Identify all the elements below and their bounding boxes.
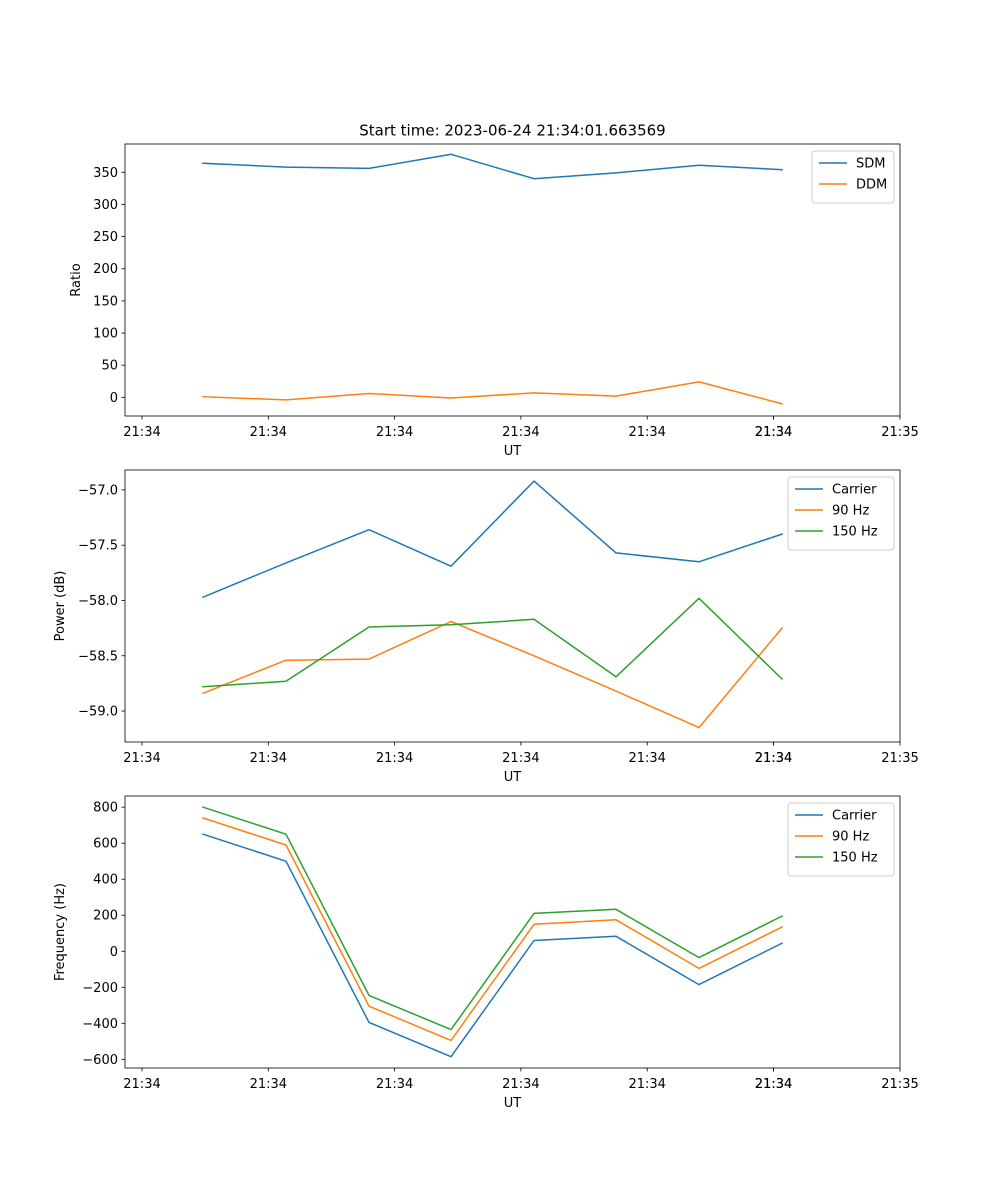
y-axis-label: Power (dB) — [53, 571, 68, 642]
y-axis-label: Frequency (Hz) — [53, 883, 68, 981]
y-tick-label: 150 — [93, 294, 118, 309]
x-tick-label: 21:34 — [502, 425, 539, 440]
x-tick-label: 21:34 — [755, 1077, 792, 1092]
x-tick-label: 21:34 — [250, 751, 287, 766]
subplot-frequency: 800 600 400 200 0 −200 −400 −600 21:34 21:34 21:34… — [53, 795, 919, 1111]
x-tick-label: 21:34 — [376, 425, 413, 440]
x-tick-label: 21:34 — [502, 1077, 539, 1092]
x-axis-label: UT — [504, 770, 522, 785]
series-line-carrier — [202, 480, 783, 599]
y-tick-label: −57.0 — [78, 483, 118, 498]
x-axis-label: UT — [504, 444, 522, 459]
axes-frame — [124, 469, 901, 743]
series-line-carrier — [202, 833, 784, 1058]
legend: Carrier 90 Hz 150 Hz — [787, 802, 895, 877]
series-line-150-hz — [202, 597, 784, 688]
y-tick-label: 200 — [93, 909, 118, 924]
legend-label: 90 Hz — [832, 830, 869, 845]
x-tick-label: 21:34 — [123, 425, 160, 440]
x-tick-label: 21:35 — [881, 425, 918, 440]
y-tick-label: −600 — [82, 1053, 118, 1068]
figure-title: Start time: 2023-06-24 21:34:01.663569 — [359, 122, 665, 140]
y-tick-label: 250 — [93, 230, 118, 245]
x-tick-label: 21:34 — [628, 425, 665, 440]
legend-label: 150 Hz — [832, 851, 878, 866]
y-tick-label: 0 — [110, 391, 118, 406]
legend-label: 150 Hz — [832, 525, 878, 540]
x-tick-label: 21:35 — [881, 751, 918, 766]
legend-label: Carrier — [832, 483, 877, 498]
x-tick-label: 21:34 — [250, 1077, 287, 1092]
y-tick-label: 300 — [93, 198, 118, 213]
legend: SDM DDM — [811, 150, 895, 204]
y-tick-label: 0 — [110, 945, 118, 960]
y-tick-label: 600 — [93, 837, 118, 852]
x-tick-label: 21:34 — [755, 751, 792, 766]
x-tick-label: 21:34 — [755, 1077, 792, 1092]
y-tick-label: −57.5 — [78, 539, 118, 554]
series-line-sdm — [202, 153, 783, 180]
legend-label: SDM — [856, 157, 885, 172]
x-axis-label: UT — [504, 1096, 522, 1111]
x-tick-label: 21:34 — [755, 425, 792, 440]
x-tick-label: 21:35 — [881, 1077, 918, 1092]
y-axis-label: Ratio — [69, 263, 84, 296]
x-tick-label: 21:34 — [502, 751, 539, 766]
subplot-power: −57.0 −57.5 −58.0 −58.5 −59.0 21:34 21:34 21:34… — [53, 469, 919, 785]
axes-frame — [124, 795, 901, 1069]
legend: Carrier 90 Hz 150 Hz — [787, 476, 895, 551]
series-line-150-hz — [202, 806, 784, 1031]
subplot-ratio: 0 50 100 150 200 250 300 350 21:34 21:34 21:34 21:3… — [69, 143, 919, 459]
y-tick-label: 400 — [93, 873, 118, 888]
y-tick-label: 350 — [93, 166, 118, 181]
x-tick-label: 21:34 — [628, 1077, 665, 1092]
legend-label: Carrier — [832, 809, 877, 824]
y-tick-label: 100 — [93, 327, 118, 342]
y-tick-label: −58.5 — [78, 649, 118, 664]
x-tick-label: 21:34 — [376, 751, 413, 766]
y-tick-label: 50 — [101, 359, 118, 374]
x-tick-label: 21:34 — [123, 1077, 160, 1092]
series-line-90-hz — [202, 620, 784, 729]
x-tick-label: 21:34 — [628, 751, 665, 766]
x-tick-label: 21:34 — [755, 425, 792, 440]
y-tick-label: 800 — [93, 801, 118, 816]
x-tick-label: 21:34 — [755, 751, 792, 766]
x-tick-label: 21:34 — [376, 1077, 413, 1092]
y-tick-label: 200 — [93, 262, 118, 277]
x-tick-label: 21:34 — [123, 751, 160, 766]
legend-label: DDM — [856, 178, 887, 193]
subplots: 0 50 100 150 200 250 300 350 21:34 21:34 21:34 21:3… — [53, 143, 919, 1111]
series-line-90-hz — [202, 817, 784, 1042]
x-tick-label: 21:34 — [250, 425, 287, 440]
legend-box — [811, 150, 895, 204]
axes-frame — [124, 143, 901, 417]
y-tick-label: −200 — [82, 981, 118, 996]
legend-label: 90 Hz — [832, 504, 869, 519]
y-tick-label: −59.0 — [78, 705, 118, 720]
y-tick-label: −400 — [82, 1017, 118, 1032]
series-line-ddm — [202, 381, 783, 405]
y-tick-label: −58.0 — [78, 594, 118, 609]
